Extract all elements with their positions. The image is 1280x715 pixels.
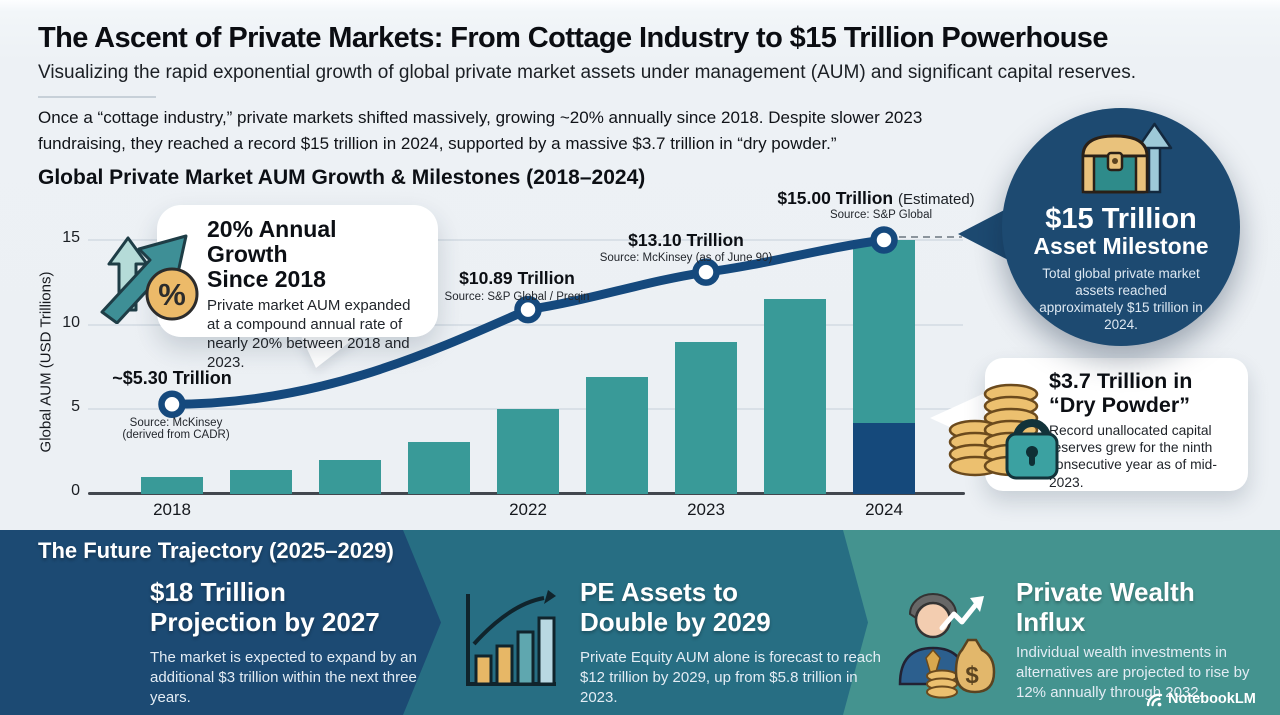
growth-callout-title: 20% Annual Growth Since 2018 <box>207 216 337 292</box>
point-source-2018: Source: McKinsey (derived from CADR) <box>122 417 230 441</box>
dry-powder-body: Record unallocated capital reserves grew… <box>1049 423 1217 490</box>
point-label-2024: $15.00 Trillion (Estimated) <box>777 188 974 209</box>
dry-powder-title: $3.7 Trillion in “Dry Powder” <box>1049 369 1193 417</box>
point-suffix-2024: (Estimated) <box>897 191 975 208</box>
x-tick-label: 2023 <box>687 500 725 519</box>
up-arrows-with-percent-icon: % <box>100 234 199 324</box>
milestone-bubble: $15 Trillion Asset Milestone Total globa… <box>1002 108 1240 346</box>
chart-section: The Ascent of Private Markets: From Cott… <box>0 0 1280 530</box>
chevron-left <box>0 530 441 715</box>
panel1-title: $18 Trillion Projection by 2027 <box>150 577 380 637</box>
divider <box>38 96 156 98</box>
bar-chart-growth-icon <box>466 590 556 686</box>
page-subtitle: Visualizing the rapid exponential growth… <box>38 62 1137 83</box>
milestone-value: $15 Trillion <box>1045 203 1197 235</box>
point-source-2024: Source: S&P Global <box>829 209 933 221</box>
y-axis-title: Global AUM (USD Trillions) <box>37 271 55 453</box>
bar-dry-powder-portion <box>853 423 915 494</box>
bar <box>497 409 559 494</box>
coin-stacks-padlock-icon <box>948 383 1059 480</box>
bar <box>230 470 292 494</box>
bar <box>408 442 470 494</box>
chart-title: Global Private Market AUM Growth & Miles… <box>38 166 646 189</box>
page-title: The Ascent of Private Markets: From Cott… <box>38 22 1108 54</box>
y-tick-label: 5 <box>71 398 80 415</box>
panel2-body: Private Equity AUM alone is forecast to … <box>580 649 881 706</box>
svg-text:%: % <box>158 277 186 312</box>
point-label-2023: $13.10 Trillion <box>628 230 744 250</box>
x-axis-ticks: 2018 2022 2023 2024 <box>90 500 965 524</box>
x-tick-label: 2024 <box>865 500 903 519</box>
future-section <box>0 530 1280 715</box>
svg-text:$: $ <box>965 662 979 689</box>
panel2-title: PE Assets to Double by 2029 <box>580 577 771 637</box>
bar <box>319 460 381 494</box>
bar <box>764 299 826 494</box>
y-tick-label: 15 <box>62 229 80 246</box>
bar <box>853 240 915 494</box>
panel3-title: Private Wealth Influx <box>1016 577 1195 637</box>
x-tick-label: 2018 <box>153 500 191 519</box>
investor-money-bag-icon: $ <box>898 593 996 699</box>
point-source-2023: Source: McKinsey (as of June 90) <box>599 252 773 264</box>
milestone-label: Asset Milestone <box>1033 233 1209 260</box>
y-tick-label: 0 <box>71 482 80 499</box>
panel1-body: The market is expected to expand by an a… <box>150 649 417 706</box>
notebooklm-logo-icon <box>1146 693 1163 706</box>
panel3-body: Individual wealth investments in alterna… <box>1016 644 1250 701</box>
bar <box>586 377 648 494</box>
bar <box>675 342 737 494</box>
x-tick-label: 2022 <box>509 500 547 519</box>
point-label-2022: $10.89 Trillion <box>459 268 575 288</box>
future-heading: The Future Trajectory (2025–2029) <box>38 538 394 563</box>
milestone-body: Total global private market assets reach… <box>1039 265 1203 333</box>
brand-mark: NotebookLM <box>1146 691 1256 707</box>
brand-label: NotebookLM <box>1168 691 1256 707</box>
growth-callout-body: Private market AUM expanded at a compoun… <box>207 297 411 371</box>
intro-paragraph: Once a “cottage industry,” private marke… <box>38 108 923 153</box>
y-tick-label: 10 <box>62 314 80 331</box>
point-value-2024: $15.00 Trillion <box>777 188 894 208</box>
bar <box>141 477 203 494</box>
treasure-chest-arrow-icon <box>1081 122 1173 194</box>
